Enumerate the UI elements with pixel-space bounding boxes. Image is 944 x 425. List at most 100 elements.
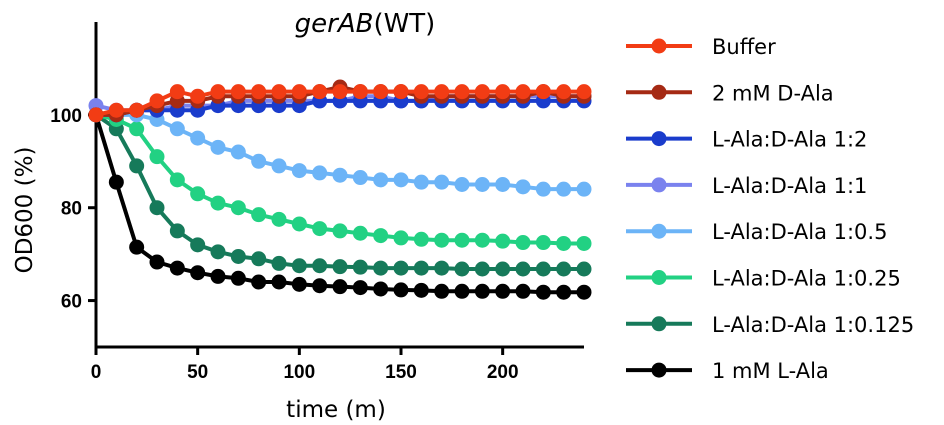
- data-point: [291, 163, 307, 179]
- data-point: [312, 221, 328, 237]
- data-point: [332, 259, 348, 275]
- data-point: [373, 281, 389, 297]
- legend-swatch-marker: [651, 84, 667, 100]
- data-point: [352, 84, 368, 100]
- y-tick-label: 100: [50, 106, 82, 127]
- data-point: [169, 121, 185, 137]
- data-point: [291, 276, 307, 292]
- data-point: [434, 174, 450, 190]
- data-point: [312, 258, 328, 274]
- data-point: [434, 260, 450, 276]
- data-point: [373, 228, 389, 244]
- data-point: [454, 177, 470, 192]
- data-point: [251, 274, 267, 290]
- data-point: [352, 259, 368, 275]
- data-point: [576, 181, 592, 197]
- data-point: [515, 283, 531, 299]
- data-point: [190, 265, 206, 281]
- data-point: [556, 235, 572, 251]
- data-point: [515, 179, 531, 195]
- data-point: [352, 280, 368, 296]
- data-point: [434, 283, 450, 299]
- data-point: [495, 233, 511, 249]
- data-point: [393, 172, 409, 188]
- data-point: [169, 223, 185, 239]
- data-point: [271, 255, 287, 271]
- data-point: [251, 84, 267, 100]
- data-point: [332, 223, 348, 239]
- legend-label: Buffer: [712, 35, 776, 59]
- data-point: [556, 84, 572, 100]
- data-point: [474, 84, 490, 100]
- data-point: [230, 144, 246, 160]
- series-line: [94, 113, 584, 271]
- data-point: [434, 232, 450, 248]
- data-point: [474, 283, 490, 299]
- data-point: [129, 121, 145, 137]
- legend-label: 2 mM D-Ala: [712, 81, 834, 105]
- data-point: [190, 130, 206, 146]
- data-point: [230, 270, 246, 286]
- data-point: [251, 251, 267, 267]
- data-point: [271, 274, 287, 290]
- data-point: [413, 84, 429, 100]
- x-axis-label: time (m): [286, 397, 386, 423]
- data-point: [312, 84, 328, 100]
- data-point: [210, 139, 226, 155]
- legend-swatch-marker: [651, 316, 667, 332]
- data-point: [129, 158, 145, 174]
- data-point: [230, 248, 246, 264]
- data-point: [535, 84, 551, 100]
- data-point: [373, 172, 389, 188]
- data-point: [190, 186, 206, 202]
- legend-label: L-Ala:D-Ala 1:0.5: [712, 220, 887, 244]
- data-point: [332, 84, 348, 100]
- data-point: [149, 254, 165, 270]
- chart-title: gerAB(WT): [295, 9, 436, 39]
- data-point: [210, 244, 226, 260]
- y-axis-label: OD600 (%): [12, 147, 38, 274]
- legend-swatch-marker: [651, 38, 667, 54]
- y-tick-label: 60: [61, 292, 82, 313]
- data-point: [535, 235, 551, 251]
- data-point: [210, 268, 226, 284]
- data-point: [352, 170, 368, 186]
- data-point: [413, 282, 429, 298]
- x-tick-label: 100: [283, 362, 315, 383]
- plot-area: [88, 79, 592, 300]
- data-point: [251, 153, 267, 169]
- data-point: [413, 231, 429, 247]
- data-point: [210, 84, 226, 100]
- data-point: [129, 239, 145, 255]
- data-point: [251, 207, 267, 223]
- data-point: [393, 230, 409, 246]
- y-tick-label: 80: [61, 199, 82, 220]
- data-point: [576, 235, 592, 251]
- x-tick-label: 150: [385, 362, 417, 383]
- data-point: [495, 84, 511, 100]
- data-point: [271, 84, 287, 100]
- data-point: [413, 260, 429, 276]
- legend: Buffer 2 mM D-Ala L-Ala:D-Ala 1:2 L-Ala:D-A…: [626, 35, 914, 383]
- data-point: [535, 261, 551, 277]
- data-point: [495, 177, 511, 192]
- data-point: [230, 84, 246, 100]
- data-point: [454, 232, 470, 248]
- data-point: [474, 177, 490, 192]
- data-point: [576, 284, 592, 300]
- data-point: [474, 261, 490, 277]
- data-point: [332, 167, 348, 183]
- data-point: [312, 165, 328, 181]
- data-point: [495, 283, 511, 299]
- data-point: [515, 235, 531, 251]
- data-point: [515, 84, 531, 100]
- legend-label: L-Ala:D-Ala 1:0.125: [712, 313, 914, 337]
- legend-swatch-marker: [651, 177, 667, 193]
- legend-label: L-Ala:D-Ala 1:2: [712, 128, 867, 152]
- x-tick-label: 0: [91, 362, 102, 383]
- legend-label: L-Ala:D-Ala 1:0.25: [712, 267, 901, 291]
- data-point: [373, 260, 389, 276]
- data-point: [108, 174, 124, 190]
- data-point: [129, 102, 145, 118]
